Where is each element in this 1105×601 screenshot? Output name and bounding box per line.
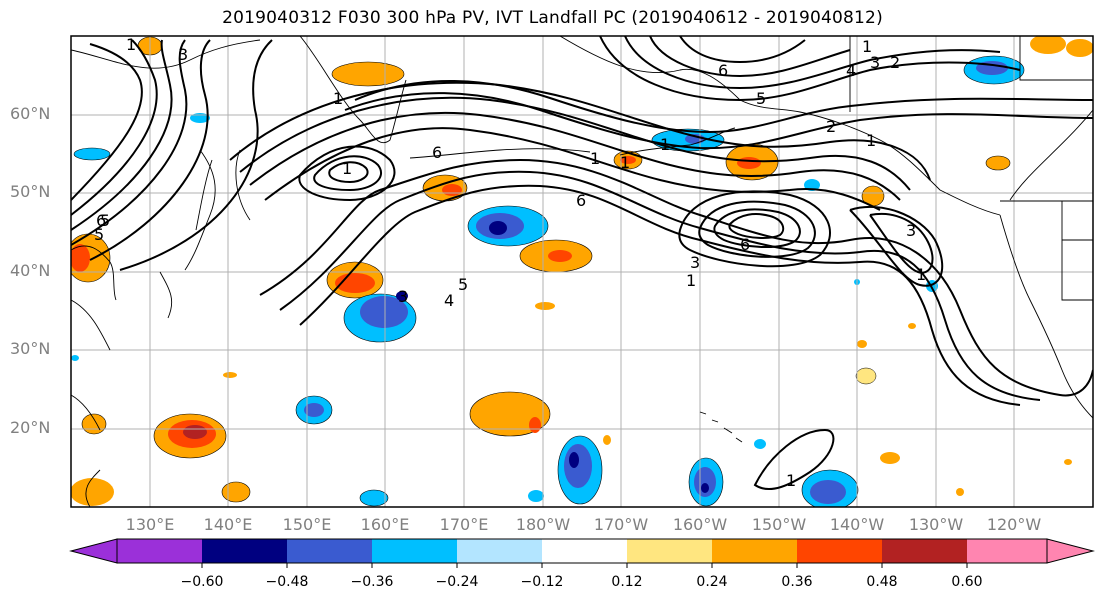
colorbar-extend-high — [1046, 538, 1095, 564]
colorbar-segment — [287, 539, 372, 563]
pv-contours — [71, 36, 1093, 490]
colorbar-tick-label: −0.12 — [520, 574, 564, 590]
colorbar-segment — [627, 539, 712, 563]
colorbar-tick-label: −0.36 — [350, 574, 394, 590]
map-title: 2019040312 F030 300 hPa PV, IVT Landfall… — [222, 8, 883, 28]
lon-label: 150°E — [282, 515, 332, 534]
colorbar — [69, 538, 1095, 568]
lat-label-20n: 20°N — [10, 418, 51, 437]
graticule — [71, 36, 1093, 507]
contour-label: 3 — [178, 45, 188, 64]
contour-label: 6 — [96, 211, 106, 230]
lon-label: 130°E — [125, 515, 175, 534]
contour-label: 6 — [432, 143, 442, 162]
lat-label-30n: 30°N — [10, 339, 51, 358]
contour-label: 1 — [862, 37, 872, 56]
contour-label: 6 — [576, 191, 586, 210]
contour-label: 3 — [398, 287, 408, 306]
lat-label-40n: 40°N — [10, 261, 51, 280]
lon-label: 170°W — [593, 515, 649, 534]
contour-label: 2 — [890, 53, 900, 72]
contour-label: 3 — [690, 253, 700, 272]
colorbar-tick-label: 0.12 — [611, 574, 643, 590]
colorbar-segment — [882, 539, 967, 563]
contour-label: 1 — [916, 265, 926, 284]
lon-label: 140°E — [203, 515, 253, 534]
contour-label: 1 — [620, 153, 630, 172]
contour-label: 3 — [906, 221, 916, 240]
lon-label: 170°E — [439, 515, 489, 534]
colorbar-segment — [457, 539, 542, 563]
contour-label: 5 — [94, 225, 104, 244]
contour-label: 5 — [100, 211, 110, 230]
contour-label: 5 — [458, 275, 468, 294]
contour-label: 1 — [660, 135, 670, 154]
colorbar-tick-label: 0.24 — [696, 574, 728, 590]
colorbar-tick-label: 0.60 — [951, 574, 983, 590]
contour-label: 5 — [756, 89, 766, 108]
contour-label: 1 — [590, 149, 600, 168]
lon-label: 120°W — [986, 515, 1042, 534]
colorbar-tick-label: −0.24 — [435, 574, 479, 590]
colorbar-segment — [117, 539, 202, 563]
contour-label: 1 — [342, 159, 352, 178]
colorbar-tick-label: −0.60 — [180, 574, 224, 590]
lon-label: 130°W — [908, 515, 964, 534]
colorbar-segment — [372, 539, 457, 563]
map-frame — [70, 35, 1094, 508]
lon-label: 140°W — [829, 515, 885, 534]
contour-label: 6 — [718, 61, 728, 80]
colorbar-segment — [202, 539, 287, 563]
colorbar-segment — [542, 539, 627, 563]
colorbar-tick-label: −0.48 — [265, 574, 309, 590]
colorbar-tick-label: 0.48 — [866, 574, 898, 590]
lon-label: 180°W — [515, 515, 571, 534]
contour-label: 1 — [126, 35, 136, 54]
contour-label: 3 — [870, 53, 880, 72]
lon-label: 150°W — [751, 515, 807, 534]
lat-label-50n: 50°N — [10, 182, 51, 201]
contour-label: 1 — [786, 471, 796, 490]
lon-label: 160°E — [360, 515, 410, 534]
colorbar-extend-low — [69, 538, 118, 564]
lon-label: 160°W — [672, 515, 728, 534]
colorbar-tick-label: 0.36 — [781, 574, 813, 590]
contour-label: 1 — [866, 131, 876, 150]
contour-label: 1 — [686, 271, 696, 290]
contour-label: 1 — [333, 89, 343, 108]
contour-labels: 1 3 5 6 6 5 4 2 1 3 1 6 5 3 2 1 1 6 6 3 … — [94, 35, 926, 490]
contour-label: 6 — [740, 235, 750, 254]
contour-label: 4 — [846, 61, 856, 80]
colorbar-segment — [712, 539, 797, 563]
contour-label: 2 — [826, 117, 836, 136]
colorbar-segment — [797, 539, 882, 563]
lat-label-60n: 60°N — [10, 104, 51, 123]
colorbar-segment — [967, 539, 1047, 563]
contour-label: 4 — [444, 291, 454, 310]
